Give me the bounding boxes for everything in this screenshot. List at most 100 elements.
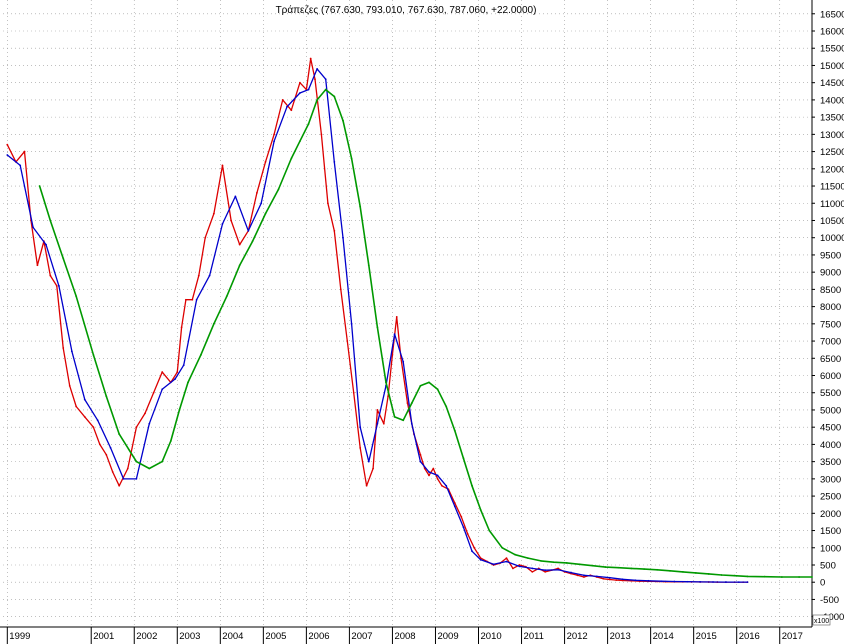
y-tick-label: 4500 xyxy=(820,423,841,434)
x-tick-label: 2010 xyxy=(481,631,502,642)
data-point xyxy=(694,572,697,574)
data-point xyxy=(75,295,78,298)
data-point xyxy=(385,381,387,384)
data-point xyxy=(105,395,108,398)
data-point xyxy=(432,467,435,470)
y-tick-label: 13000 xyxy=(820,130,844,141)
data-point xyxy=(118,433,121,435)
data-point xyxy=(699,581,702,583)
data-point xyxy=(307,123,310,125)
data-point xyxy=(161,371,164,373)
data-point xyxy=(260,202,263,205)
data-point xyxy=(111,471,114,473)
data-point xyxy=(92,353,95,356)
data-point xyxy=(608,576,611,579)
data-point xyxy=(255,192,258,194)
y-tick-label: 7500 xyxy=(820,319,841,330)
data-point xyxy=(49,219,52,222)
y-tick-label: 3500 xyxy=(820,457,841,468)
x-tick-label: 2004 xyxy=(222,631,243,642)
data-point xyxy=(273,133,276,136)
data-point xyxy=(462,457,465,460)
y-tick-label: 1000 xyxy=(820,543,841,554)
data-point xyxy=(178,409,181,411)
data-point xyxy=(570,571,572,574)
data-point xyxy=(324,78,327,81)
data-point xyxy=(230,219,232,222)
data-point xyxy=(299,140,301,143)
data-point xyxy=(518,564,521,566)
data-point xyxy=(251,240,254,243)
data-point xyxy=(55,285,58,287)
x-tick-label: 2002 xyxy=(136,631,157,642)
data-point xyxy=(109,446,112,449)
data-point xyxy=(32,226,35,229)
data-point xyxy=(234,195,237,198)
data-point xyxy=(314,78,316,81)
data-point xyxy=(621,578,624,581)
data-point xyxy=(712,581,714,583)
data-point xyxy=(660,580,663,583)
data-point xyxy=(591,564,594,567)
data-point xyxy=(105,453,108,456)
data-point xyxy=(673,580,676,583)
data-point xyxy=(92,426,95,429)
x-tick-label: 2013 xyxy=(610,631,631,642)
data-point xyxy=(281,99,284,101)
data-point xyxy=(62,257,65,260)
y-tick-label: 8000 xyxy=(820,302,841,313)
data-point xyxy=(669,569,671,572)
y-tick-label: 6500 xyxy=(820,354,841,365)
y-tick-label: 11500 xyxy=(820,182,844,193)
data-point xyxy=(406,402,409,404)
y-tick-label: 10000 xyxy=(820,233,844,244)
x-tick-label: 2015 xyxy=(696,631,717,642)
data-point xyxy=(83,415,86,418)
data-point xyxy=(811,576,813,578)
y-tick-label: 4000 xyxy=(820,440,841,451)
data-point xyxy=(602,577,605,580)
data-point xyxy=(135,477,138,480)
y-tick-label: 5000 xyxy=(820,405,841,416)
data-point xyxy=(428,471,430,473)
data-point xyxy=(557,568,560,571)
data-point xyxy=(682,570,684,573)
data-point xyxy=(339,288,342,291)
data-point xyxy=(273,140,276,143)
data-point xyxy=(144,412,146,415)
data-point xyxy=(473,546,476,549)
data-point xyxy=(428,381,430,384)
data-point xyxy=(286,105,288,108)
data-point xyxy=(176,371,179,373)
data-point xyxy=(184,298,187,301)
data-point xyxy=(221,223,224,225)
data-point xyxy=(552,561,555,564)
data-point xyxy=(410,402,413,404)
data-point xyxy=(798,576,800,578)
data-point xyxy=(316,99,319,101)
data-point xyxy=(187,381,189,384)
data-point xyxy=(204,236,207,239)
data-point xyxy=(365,484,368,487)
tick-labels: 1650016000155001500014500140001350013000… xyxy=(9,9,844,642)
data-point xyxy=(501,546,504,549)
data-point xyxy=(527,557,529,559)
data-point xyxy=(686,580,689,583)
data-point xyxy=(445,484,448,487)
grid xyxy=(3,0,812,627)
data-point xyxy=(309,57,312,60)
data-point xyxy=(96,419,99,422)
x-tick-label: 2011 xyxy=(524,631,544,642)
data-point xyxy=(746,581,749,584)
data-point xyxy=(436,477,439,480)
data-point xyxy=(197,274,200,277)
data-point xyxy=(342,236,344,239)
data-point xyxy=(126,467,129,470)
data-point xyxy=(539,559,542,562)
data-point xyxy=(367,264,370,267)
data-point xyxy=(615,579,618,582)
data-point xyxy=(316,68,319,70)
data-point xyxy=(492,563,495,566)
data-point xyxy=(277,188,280,191)
